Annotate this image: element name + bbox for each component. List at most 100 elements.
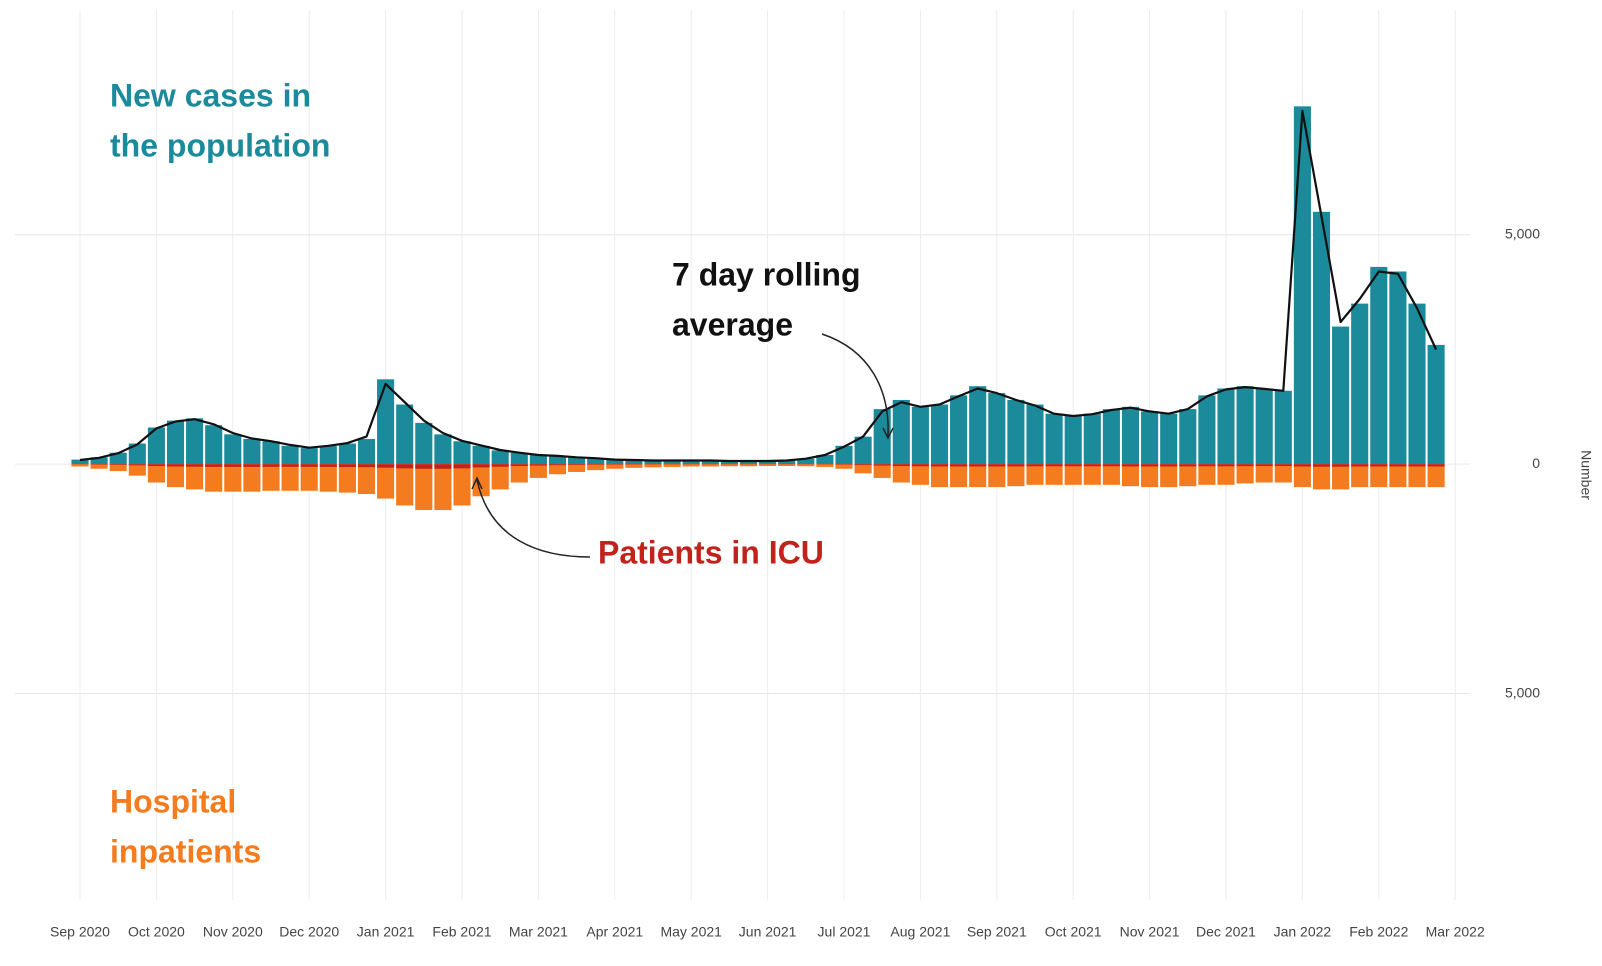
bar bbox=[147, 464, 165, 483]
bar bbox=[1274, 464, 1292, 483]
bar bbox=[510, 464, 528, 467]
x-tick-label: Nov 2020 bbox=[203, 924, 263, 940]
x-tick-label: Jul 2021 bbox=[818, 924, 871, 940]
y-axis-label: Number bbox=[1578, 450, 1594, 500]
x-tick-label: Jan 2021 bbox=[357, 924, 415, 940]
bar bbox=[1198, 395, 1216, 465]
bar bbox=[1083, 464, 1101, 485]
bar bbox=[224, 434, 242, 465]
bar bbox=[109, 452, 127, 465]
x-tick-label: Feb 2022 bbox=[1349, 924, 1408, 940]
bar bbox=[147, 464, 165, 467]
bar bbox=[1312, 464, 1331, 490]
x-tick-label: Aug 2021 bbox=[890, 924, 950, 940]
bar bbox=[950, 395, 968, 465]
bar bbox=[396, 464, 414, 506]
x-tick-label: Sep 2020 bbox=[50, 924, 110, 940]
bar bbox=[1389, 271, 1407, 465]
bar bbox=[568, 464, 586, 465]
bar bbox=[816, 455, 834, 465]
bar bbox=[1064, 464, 1082, 467]
bar bbox=[892, 464, 910, 467]
bar bbox=[911, 464, 929, 485]
x-tick-label: May 2021 bbox=[660, 924, 722, 940]
bar bbox=[396, 404, 414, 465]
bar bbox=[1045, 464, 1063, 485]
bar bbox=[224, 464, 242, 492]
bar bbox=[338, 464, 356, 493]
bar bbox=[128, 464, 146, 476]
bar bbox=[1255, 464, 1273, 467]
bar bbox=[1236, 386, 1254, 465]
bar bbox=[548, 464, 567, 466]
bar bbox=[950, 464, 968, 467]
bar bbox=[1141, 464, 1159, 467]
bar bbox=[1102, 409, 1120, 465]
bar bbox=[377, 464, 395, 468]
bar bbox=[262, 441, 280, 465]
bar bbox=[873, 464, 891, 466]
arrow bbox=[476, 479, 591, 558]
bar bbox=[1427, 344, 1445, 465]
bar bbox=[453, 464, 471, 506]
bar bbox=[682, 460, 700, 465]
y-tick-label: 0 bbox=[1532, 455, 1540, 471]
bar bbox=[1274, 464, 1292, 467]
arrow bbox=[821, 333, 889, 437]
bar bbox=[510, 464, 528, 483]
bar bbox=[319, 464, 337, 492]
bar bbox=[1141, 411, 1159, 465]
bar bbox=[1102, 464, 1120, 467]
arrow-head bbox=[882, 427, 894, 440]
bar bbox=[357, 438, 376, 465]
bar bbox=[1217, 464, 1235, 467]
bar bbox=[1064, 416, 1082, 465]
bar bbox=[529, 464, 547, 466]
bar bbox=[548, 455, 567, 465]
bar bbox=[644, 464, 662, 468]
bar bbox=[90, 464, 108, 469]
bar bbox=[243, 464, 261, 492]
bar bbox=[415, 422, 433, 465]
bar bbox=[835, 464, 853, 469]
y-tick-label: 5,000 bbox=[1505, 225, 1540, 241]
bar bbox=[548, 464, 567, 475]
x-tick-label: Dec 2021 bbox=[1196, 924, 1256, 940]
bar bbox=[1293, 464, 1311, 488]
bar bbox=[568, 457, 586, 465]
bar bbox=[205, 425, 223, 465]
x-tick-label: Mar 2021 bbox=[509, 924, 568, 940]
bar bbox=[415, 464, 433, 511]
bar bbox=[300, 464, 318, 491]
bar bbox=[1427, 464, 1445, 488]
bar bbox=[1408, 464, 1426, 488]
marks bbox=[71, 106, 1445, 511]
bar bbox=[1293, 464, 1311, 467]
bar bbox=[1332, 464, 1350, 490]
bar bbox=[453, 464, 471, 469]
bar bbox=[1026, 464, 1044, 485]
bar bbox=[892, 464, 910, 483]
bar bbox=[281, 464, 299, 467]
bar bbox=[797, 458, 815, 465]
rolling-label: 7 day rolling bbox=[672, 256, 860, 292]
bar bbox=[1255, 388, 1273, 465]
bar bbox=[720, 464, 738, 467]
bar bbox=[1389, 464, 1407, 488]
bar bbox=[644, 460, 662, 465]
bar bbox=[71, 459, 89, 465]
bar bbox=[625, 460, 643, 465]
bar bbox=[1064, 464, 1082, 485]
bar bbox=[969, 464, 987, 488]
bar bbox=[529, 455, 547, 465]
bar bbox=[1121, 406, 1140, 465]
bar bbox=[969, 386, 987, 465]
bar bbox=[568, 464, 586, 472]
bar bbox=[128, 464, 146, 466]
x-tick-label: Oct 2021 bbox=[1045, 924, 1102, 940]
bar bbox=[415, 464, 433, 469]
bar bbox=[529, 464, 547, 478]
bar bbox=[1198, 464, 1216, 467]
bar bbox=[892, 399, 910, 465]
bar bbox=[587, 458, 605, 465]
